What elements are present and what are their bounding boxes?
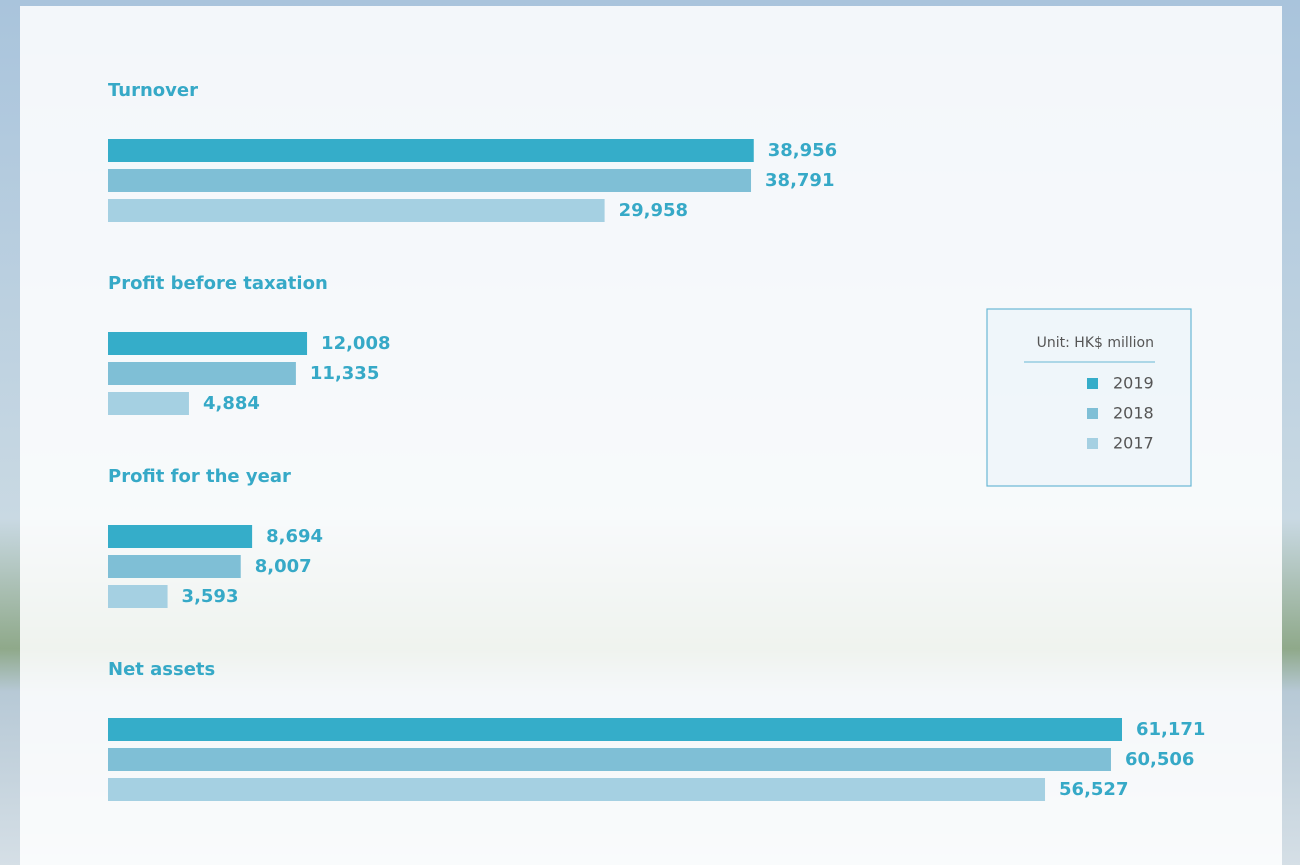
value-label: 56,527 [1059,779,1128,800]
bar [108,169,751,192]
value-label: 38,956 [768,140,837,161]
bar [108,199,605,222]
value-label: 61,171 [1136,719,1205,740]
page: Unit: HK$ million Turnover 38,956 38,791 29… [0,0,1300,865]
bar [108,748,1111,771]
bar [108,392,189,415]
bar [108,362,296,385]
legend-swatch [1087,438,1098,449]
legend-title: Unit: HK$ million [1037,335,1154,351]
value-label: 11,335 [310,363,379,384]
value-label: 4,884 [203,393,260,414]
value-label: 3,593 [182,586,239,607]
bar [108,139,754,162]
bar [108,555,241,578]
bar [108,718,1122,741]
legend-label: 2017 [1113,434,1154,453]
value-label: 8,007 [255,556,312,577]
bar [108,525,252,548]
value-label: 38,791 [765,170,834,191]
chart: Unit: HK$ million Turnover 38,956 38,791 29… [0,0,1300,865]
bar [108,585,168,608]
category-label: Net assets [108,659,215,680]
value-label: 12,008 [321,333,390,354]
value-label: 29,958 [619,200,688,221]
category-label: Profit before taxation [108,273,328,294]
category-label: Turnover [108,80,198,101]
value-label: 8,694 [266,526,323,547]
category-label: Profit for the year [108,466,291,487]
legend-label: 2018 [1113,404,1154,423]
legend-swatch [1087,378,1098,389]
legend-swatch [1087,408,1098,419]
value-label: 60,506 [1125,749,1194,770]
legend-label: 2019 [1113,374,1154,393]
bar [108,778,1045,801]
bar [108,332,307,355]
